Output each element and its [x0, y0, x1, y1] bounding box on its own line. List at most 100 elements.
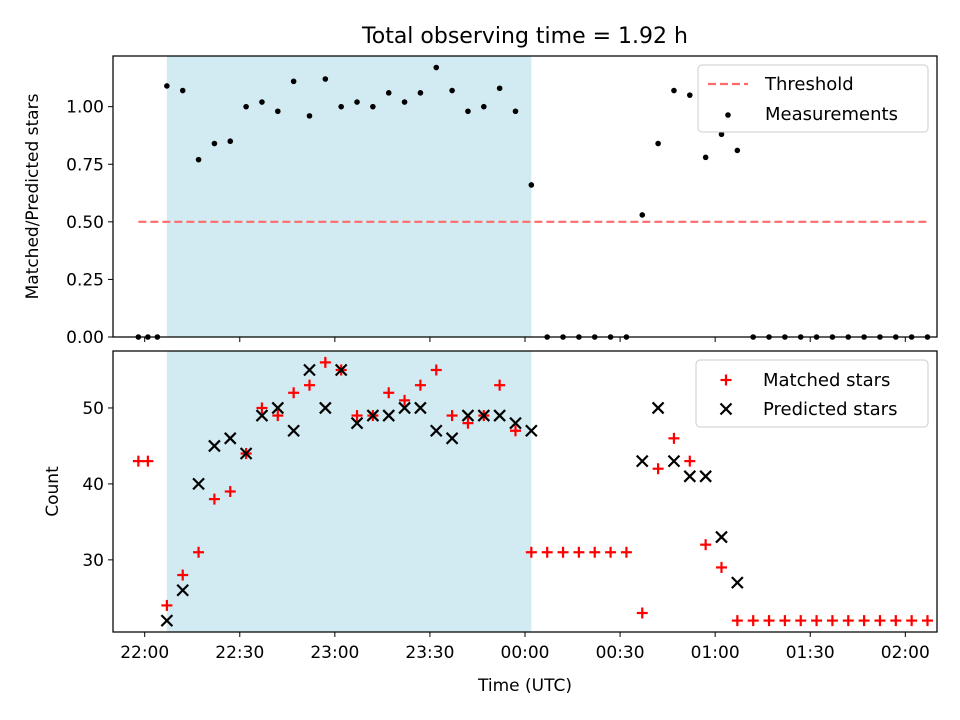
measurement-point [385, 90, 392, 96]
measurement-points [135, 64, 931, 340]
measurement-point [671, 87, 677, 94]
predicted-star-point [176, 583, 190, 597]
predicted-star-point [667, 454, 681, 468]
observing-window-span [166, 351, 532, 632]
matched-star-point [668, 432, 680, 444]
predicted-star-point [239, 447, 253, 460]
legend-predicted-label: Predicted stars [763, 399, 897, 420]
x-axis-label: Time (UTC) [477, 676, 572, 696]
measurement-point [227, 138, 234, 145]
matched-star-point [858, 615, 870, 627]
top-panel: 0.00 0.25 0.50 0.75 1.00 Matched/Predicted s… [23, 55, 938, 348]
measurement-point [496, 85, 503, 92]
measurement-point [481, 103, 487, 110]
matched-star-point [256, 402, 268, 414]
chart-title: Total observing time = 1.92 h [361, 24, 688, 49]
matched-star-point [224, 486, 236, 497]
matched-star-point [700, 539, 712, 551]
x-tick-label: 23:00 [310, 643, 359, 663]
x-tick-label: 00:00 [501, 643, 550, 663]
predicted-star-point [334, 363, 348, 377]
measurement-point [465, 108, 471, 115]
matched-star-point [161, 599, 173, 611]
predicted-star-point [382, 409, 396, 422]
measurement-point [179, 87, 186, 94]
x-tick-label: 01:00 [691, 643, 740, 663]
predicted-star-point [192, 477, 205, 491]
measurement-point [243, 103, 249, 110]
measurement-point [259, 99, 265, 105]
measurement-point [512, 108, 519, 115]
legend-threshold-label: Threshold [764, 74, 854, 95]
measurement-point [211, 140, 218, 147]
measurement-point [338, 103, 344, 110]
matched-star-point [525, 546, 537, 558]
measurement-point [306, 113, 313, 119]
bottom-panel: 30 40 50 22:00 22:30 23:00 23:30 00:00 00:30 01:… [43, 350, 938, 696]
predicted-star-point [509, 416, 522, 430]
measurement-point [639, 212, 646, 218]
bottom-legend-box [695, 359, 929, 428]
predicted-star-point [414, 401, 427, 415]
y-tick-label: 0.50 [66, 213, 104, 233]
y-tick-label: 0.00 [66, 328, 104, 348]
measurement-point [687, 92, 693, 98]
matched-star-point [684, 455, 696, 467]
predicted-star-point [350, 416, 364, 430]
measurement-point [275, 108, 281, 115]
predicted-star-point [715, 530, 728, 544]
matched-star-point [620, 546, 632, 558]
bottom-y-axis-label: Count [43, 466, 63, 517]
predicted-star-point [208, 439, 221, 453]
x-tick-label: 23:30 [405, 643, 454, 663]
predicted-star-point [319, 401, 332, 415]
predicted-star-point [731, 576, 744, 589]
measurement-point [449, 87, 455, 94]
predicted-star-point [461, 409, 475, 422]
x-tick-label: 00:30 [596, 643, 645, 663]
matched-star-point [177, 569, 189, 581]
predicted-star-point [398, 401, 411, 415]
predicted-stars-points [160, 363, 744, 627]
x-tick-label: 01:30 [786, 643, 835, 663]
predicted-star-point [445, 432, 459, 445]
top-y-ticks: 0.00 0.25 0.50 0.75 1.00 [66, 98, 113, 348]
matched-star-point [132, 455, 144, 467]
matched-star-point [288, 387, 300, 399]
matched-star-point [541, 546, 553, 558]
predicted-star-point [255, 409, 269, 422]
matched-star-point [763, 615, 775, 627]
measurement-point [164, 83, 170, 89]
matched-star-point [636, 607, 648, 619]
matched-star-point [826, 615, 838, 627]
measurement-point [322, 76, 329, 82]
legend-matched-marker [720, 374, 732, 386]
x-tick-label: 22:00 [120, 643, 169, 663]
matched-star-point [890, 615, 902, 627]
predicted-star-point [287, 424, 300, 438]
matched-star-point [494, 379, 506, 391]
matched-star-point [874, 615, 886, 627]
matched-star-point [557, 546, 569, 558]
y-tick-label: 30 [82, 551, 104, 571]
predicted-star-point [683, 470, 697, 483]
measurement-point [528, 182, 535, 188]
matched-star-point [430, 364, 442, 376]
matched-star-point [715, 561, 727, 573]
y-tick-label: 50 [82, 399, 104, 419]
measurement-point [370, 103, 376, 110]
x-tick-label: 22:30 [215, 643, 264, 663]
measurement-point [195, 156, 202, 163]
predicted-star-point [493, 409, 506, 422]
legend-predicted-swatch [719, 402, 733, 416]
matched-star-point [811, 615, 823, 627]
measurement-point [433, 64, 440, 71]
matched-star-point [652, 463, 664, 475]
measurement-point [655, 140, 661, 147]
bottom-x-ticks: 22:00 22:30 23:00 23:30 00:00 00:30 01:00 01:30… [120, 632, 930, 663]
matched-star-point [509, 425, 521, 437]
matched-star-point [399, 394, 411, 406]
predicted-star-point [303, 363, 316, 377]
top-x-ticks [144, 337, 906, 342]
